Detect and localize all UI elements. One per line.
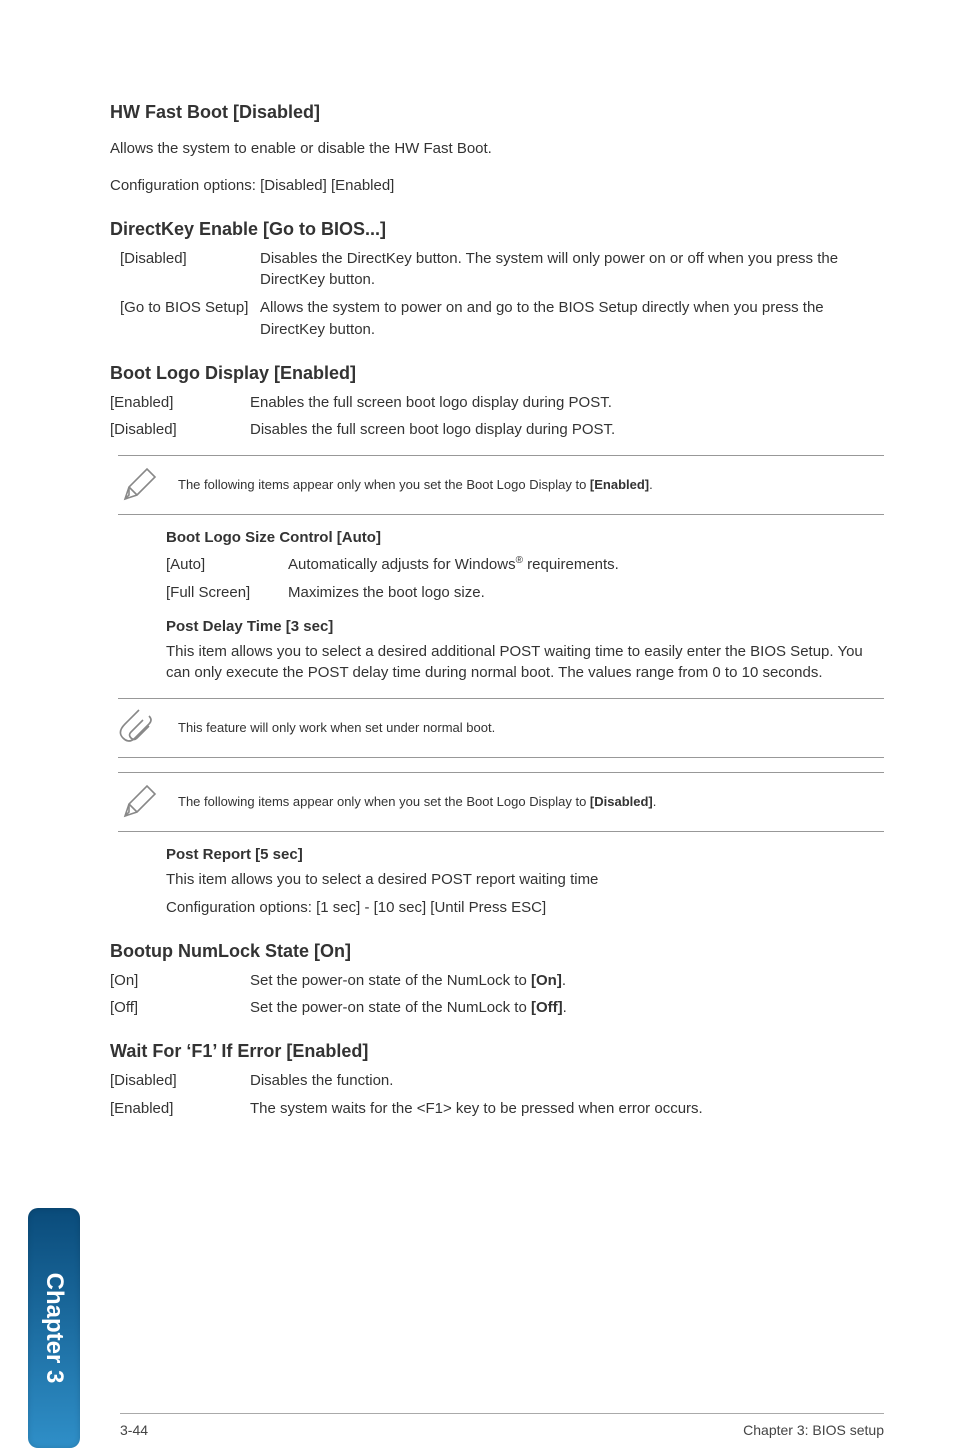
divider (118, 757, 884, 758)
option-value-sup: ® (516, 555, 523, 566)
heading-directkey: DirectKey Enable [Go to BIOS...] (110, 219, 884, 240)
note-text: This feature will only work when set und… (178, 719, 884, 737)
heading-hw-fast-boot: HW Fast Boot [Disabled] (110, 102, 884, 123)
heading-post-report: Post Report [5 sec] (166, 846, 884, 863)
note-text: The following items appear only when you… (178, 476, 884, 494)
option-value-post: requirements. (523, 556, 619, 573)
pencil-icon (118, 781, 160, 823)
pencil-icon (118, 464, 160, 506)
option-value-pre: Set the power-on state of the NumLock to (250, 999, 531, 1016)
option-value: Enables the full screen boot logo displa… (250, 392, 884, 414)
text-post-delay: This item allows you to select a desired… (166, 641, 884, 685)
note-text-post: . (653, 794, 657, 809)
option-value: Allows the system to power on and go to … (260, 297, 884, 341)
note-text-bold: [Disabled] (590, 794, 653, 809)
text-post-report-2: Configuration options: [1 sec] - [10 sec… (166, 897, 884, 919)
note-text: The following items appear only when you… (178, 793, 884, 811)
divider (118, 831, 884, 832)
option-row: [Off] Set the power-on state of the NumL… (110, 997, 884, 1019)
heading-boot-logo: Boot Logo Display [Enabled] (110, 363, 884, 384)
chapter-tab-label: Chapter 3 (40, 1272, 68, 1383)
option-value: Disables the DirectKey button. The syste… (260, 248, 884, 292)
heading-size-control: Boot Logo Size Control [Auto] (166, 529, 884, 546)
option-label: [Go to BIOS Setup] (120, 297, 260, 341)
option-label: [Enabled] (110, 1098, 250, 1120)
option-label: [Disabled] (110, 1070, 250, 1092)
chapter-tab: Chapter 3 (28, 1208, 80, 1448)
heading-numlock: Bootup NumLock State [On] (110, 941, 884, 962)
note-text-bold: [Enabled] (590, 477, 649, 492)
note-block: The following items appear only when you… (118, 455, 884, 515)
footer-chapter-title: Chapter 3: BIOS setup (743, 1422, 884, 1438)
option-row: [Enabled] The system waits for the <F1> … (110, 1098, 884, 1120)
option-label: [Disabled] (120, 248, 260, 292)
option-value: Maximizes the boot logo size. (288, 582, 884, 604)
option-value: The system waits for the <F1> key to be … (250, 1098, 884, 1120)
text-post-report-1: This item allows you to select a desired… (166, 869, 884, 891)
option-row: [Enabled] Enables the full screen boot l… (110, 392, 884, 414)
note-text-pre: The following items appear only when you… (178, 477, 590, 492)
option-value-bold: [Off] (531, 999, 563, 1016)
text-hw-fast-boot-1: Allows the system to enable or disable t… (110, 138, 884, 160)
text-hw-fast-boot-2: Configuration options: [Disabled] [Enabl… (110, 175, 884, 197)
note-block: The following items appear only when you… (118, 772, 884, 832)
option-value-pre: Automatically adjusts for Windows (288, 556, 516, 573)
option-value: Set the power-on state of the NumLock to… (250, 970, 884, 992)
option-label: [Full Screen] (166, 582, 288, 604)
footer-page-number: 3-44 (120, 1422, 148, 1438)
paperclip-icon (118, 707, 160, 749)
option-label: [Disabled] (110, 419, 250, 441)
option-value-post: . (562, 972, 566, 989)
note-text-pre: The following items appear only when you… (178, 794, 590, 809)
option-row: [Go to BIOS Setup] Allows the system to … (120, 297, 884, 341)
option-label: [Off] (110, 997, 250, 1019)
option-row: [Full Screen] Maximizes the boot logo si… (166, 582, 884, 604)
divider (118, 514, 884, 515)
option-value-post: . (563, 999, 567, 1016)
heading-post-delay: Post Delay Time [3 sec] (166, 618, 884, 635)
option-row: [Disabled] Disables the full screen boot… (110, 419, 884, 441)
option-value: Disables the function. (250, 1070, 884, 1092)
option-value: Disables the full screen boot logo displ… (250, 419, 884, 441)
option-row: [Auto] Automatically adjusts for Windows… (166, 554, 884, 576)
option-row: [Disabled] Disables the function. (110, 1070, 884, 1092)
option-value-pre: Set the power-on state of the NumLock to (250, 972, 531, 989)
footer: 3-44 Chapter 3: BIOS setup (120, 1413, 884, 1438)
option-label: [On] (110, 970, 250, 992)
note-block: This feature will only work when set und… (118, 698, 884, 758)
option-label: [Enabled] (110, 392, 250, 414)
option-value: Set the power-on state of the NumLock to… (250, 997, 884, 1019)
option-row: [Disabled] Disables the DirectKey button… (120, 248, 884, 292)
option-row: [On] Set the power-on state of the NumLo… (110, 970, 884, 992)
note-text-post: . (649, 477, 653, 492)
option-value: Automatically adjusts for Windows® requi… (288, 554, 884, 576)
option-label: [Auto] (166, 554, 288, 576)
option-value-bold: [On] (531, 972, 562, 989)
heading-wait-f1: Wait For ‘F1’ If Error [Enabled] (110, 1041, 884, 1062)
